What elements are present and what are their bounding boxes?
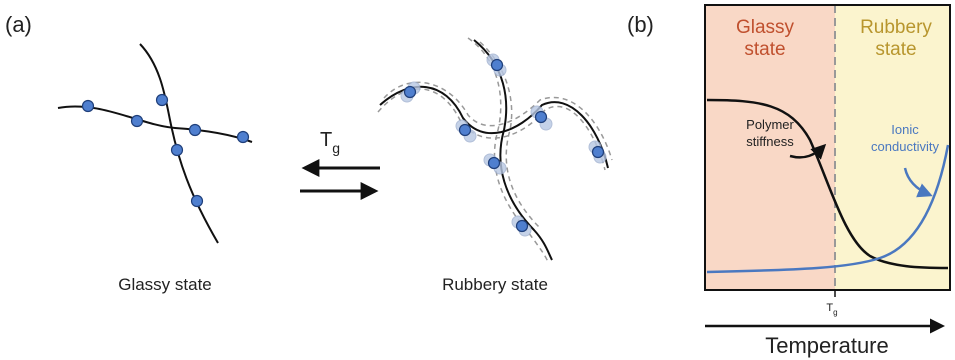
figure: (a) Glassy state Tg Rubbery s bbox=[0, 0, 955, 360]
line: Glassy bbox=[736, 17, 795, 38]
symbol: T bbox=[320, 129, 332, 151]
tg-label: Tg bbox=[826, 302, 837, 317]
x-axis-label: Temperature bbox=[765, 333, 889, 358]
subscript: g bbox=[332, 140, 340, 156]
line: stiffness bbox=[746, 134, 794, 149]
glassy-network bbox=[58, 44, 252, 243]
line: Rubbery bbox=[860, 17, 932, 38]
line: Ionic bbox=[891, 122, 919, 137]
panel-label: (b) bbox=[627, 12, 654, 37]
rubbery-label: Rubbery state bbox=[442, 275, 548, 294]
glassy-label: Glassy state bbox=[118, 275, 212, 294]
line: state bbox=[744, 39, 785, 60]
line: Polymer bbox=[746, 117, 794, 132]
panel-label: (a) bbox=[5, 12, 32, 37]
subscript: g bbox=[833, 308, 837, 317]
line: state bbox=[875, 39, 916, 60]
transition-label: Tg bbox=[320, 129, 340, 156]
rubbery-network bbox=[378, 38, 612, 262]
line: conductivity bbox=[871, 139, 939, 154]
